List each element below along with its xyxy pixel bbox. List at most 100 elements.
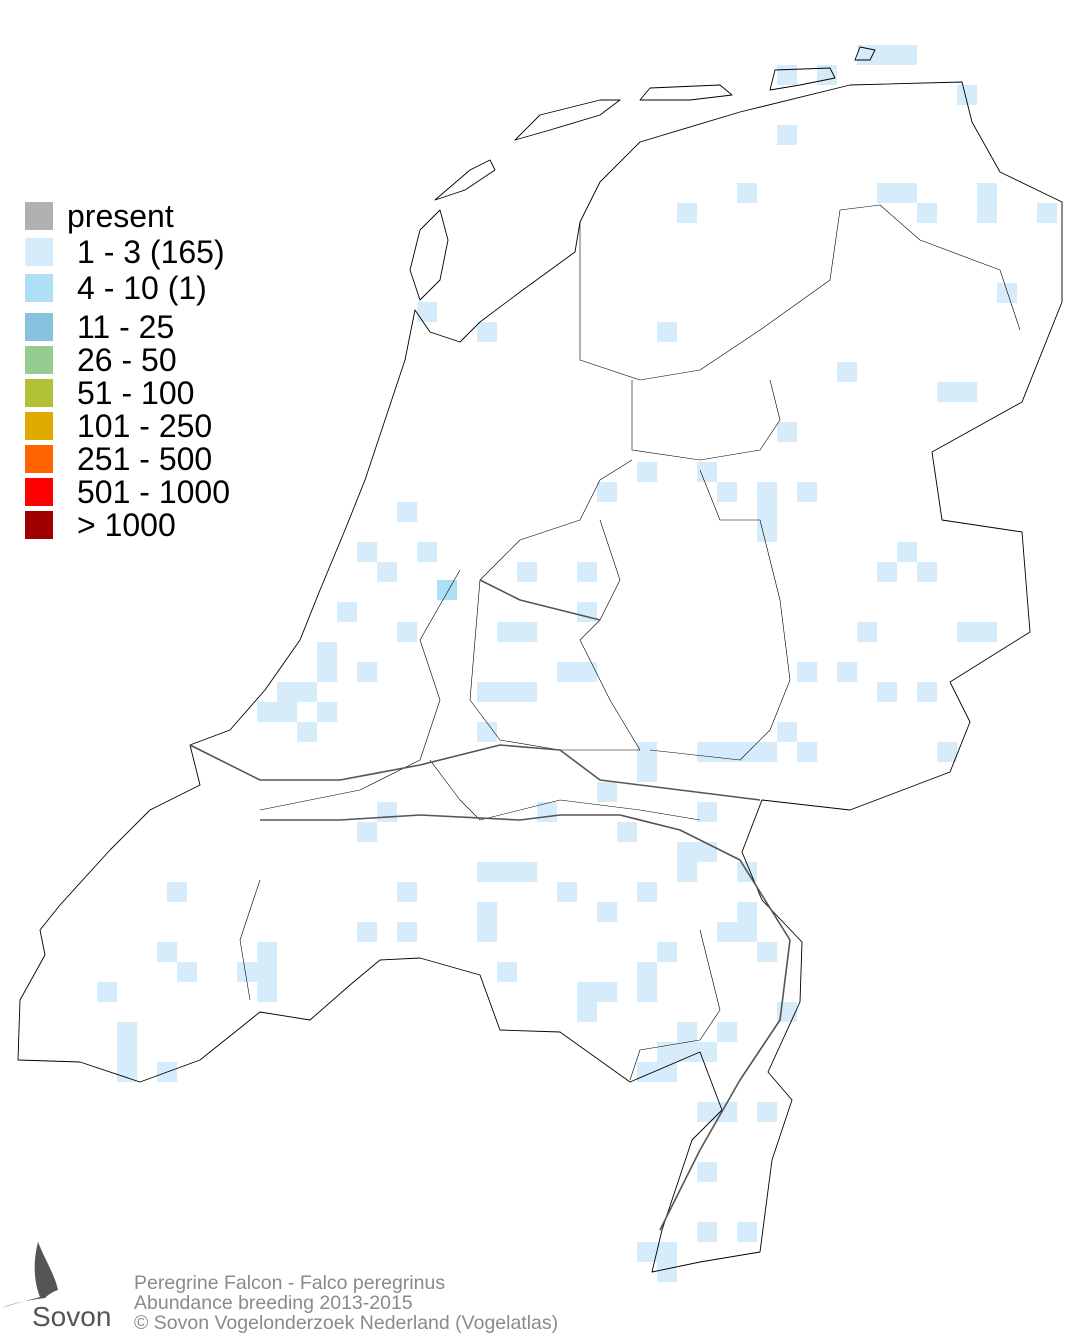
legend-swatch bbox=[25, 478, 53, 506]
grid-cell bbox=[857, 622, 877, 642]
grid-cell bbox=[237, 962, 257, 982]
grid-cell bbox=[677, 1022, 697, 1042]
grid-cell bbox=[517, 562, 537, 582]
legend-label: 11 - 25 bbox=[77, 309, 175, 345]
grid-cell bbox=[257, 982, 277, 1002]
grid-cell bbox=[257, 962, 277, 982]
island-schiermonnikoog bbox=[769, 67, 836, 91]
grid-cell bbox=[777, 65, 797, 85]
grid-cell bbox=[617, 822, 637, 842]
grid-cell bbox=[677, 1042, 697, 1062]
grid-cell bbox=[157, 942, 177, 962]
grid-cell bbox=[637, 962, 657, 982]
grid-cell bbox=[757, 1102, 777, 1122]
legend-label: 51 - 100 bbox=[77, 375, 195, 411]
province-borders bbox=[239, 204, 1021, 1081]
grid-cell bbox=[717, 482, 737, 502]
grid-cell bbox=[677, 842, 697, 862]
grid-cell bbox=[717, 742, 737, 762]
grid-cell bbox=[777, 125, 797, 145]
grid-cell bbox=[637, 982, 657, 1002]
sovon-logo: Sovon bbox=[2, 1242, 111, 1332]
island-rottumeroog bbox=[854, 46, 876, 61]
island-terschelling bbox=[514, 99, 621, 141]
legend-label: 501 - 1000 bbox=[77, 474, 231, 510]
map-caption: Peregrine Falcon - Falco peregrinus Abun… bbox=[134, 1273, 558, 1333]
grid-cell bbox=[657, 1242, 677, 1262]
legend-swatch bbox=[25, 202, 53, 230]
grid-cell bbox=[357, 822, 377, 842]
rivers bbox=[189, 579, 791, 1231]
grid-cell bbox=[877, 183, 897, 203]
grid-cell bbox=[477, 862, 497, 882]
grid-cell bbox=[697, 1102, 717, 1122]
grid-cell bbox=[757, 522, 777, 542]
legend-swatch bbox=[25, 313, 53, 341]
grid-cell bbox=[357, 922, 377, 942]
grid-cell bbox=[657, 1042, 677, 1062]
grid-cell bbox=[297, 722, 317, 742]
grid-cell bbox=[577, 662, 597, 682]
grid-cell bbox=[717, 1022, 737, 1042]
grid-cell bbox=[257, 942, 277, 962]
grid-cell bbox=[117, 1022, 137, 1042]
grid-cell bbox=[557, 662, 577, 682]
copyright: © Sovon Vogelonderzoek Nederland (Vogela… bbox=[134, 1312, 559, 1334]
grid-cell bbox=[497, 622, 517, 642]
grid-cell bbox=[917, 682, 937, 702]
grid-cell bbox=[997, 283, 1017, 303]
grid-cell bbox=[397, 882, 417, 902]
legend-label: > 1000 bbox=[77, 507, 176, 543]
grid-cell bbox=[417, 302, 437, 322]
grid-cell bbox=[357, 542, 377, 562]
grid-cell bbox=[657, 942, 677, 962]
grid-cell bbox=[117, 1062, 137, 1082]
grid-cell bbox=[637, 742, 657, 762]
grid-cell bbox=[957, 85, 977, 105]
grid-cell bbox=[837, 362, 857, 382]
grid-cell bbox=[917, 562, 937, 582]
grid-cell bbox=[317, 702, 337, 722]
legend-swatch bbox=[25, 511, 53, 539]
legend-swatch bbox=[25, 412, 53, 440]
grid-cell bbox=[97, 982, 117, 1002]
mainland-outline bbox=[17, 81, 1063, 1273]
grid-cell bbox=[477, 682, 497, 702]
legend-swatch bbox=[25, 238, 53, 266]
grid-cell bbox=[477, 902, 497, 922]
logo-text: Sovon bbox=[32, 1301, 111, 1332]
grid-cell bbox=[737, 742, 757, 762]
map-subtitle: Abundance breeding 2013-2015 bbox=[134, 1292, 413, 1314]
grid-cell bbox=[797, 742, 817, 762]
grid-cell bbox=[597, 982, 617, 1002]
legend-label: 4 - 10 (1) bbox=[77, 270, 207, 306]
legend-label: 251 - 500 bbox=[77, 441, 213, 477]
grid-cell bbox=[677, 862, 697, 882]
grid-cell bbox=[777, 422, 797, 442]
grid-cell bbox=[397, 922, 417, 942]
grid-cell bbox=[477, 722, 497, 742]
grid-cell bbox=[167, 882, 187, 902]
grid-cell bbox=[657, 322, 677, 342]
grid-cell bbox=[697, 802, 717, 822]
grid-cell bbox=[817, 65, 837, 85]
grid-cell bbox=[657, 1262, 677, 1282]
grid-cell bbox=[737, 1222, 757, 1242]
grid-cell bbox=[697, 462, 717, 482]
grid-cell bbox=[677, 203, 697, 223]
grid-cell bbox=[797, 662, 817, 682]
grid-cell bbox=[1037, 203, 1057, 223]
grid-cell bbox=[577, 982, 597, 1002]
grid-cell bbox=[637, 462, 657, 482]
grid-cell bbox=[877, 562, 897, 582]
grid-cell bbox=[897, 542, 917, 562]
grid-cell bbox=[597, 902, 617, 922]
grid-cell bbox=[377, 802, 397, 822]
grid-cell bbox=[317, 642, 337, 662]
grid-cell bbox=[477, 322, 497, 342]
grid-cell bbox=[437, 580, 457, 600]
grid-cell bbox=[657, 1062, 677, 1082]
species-name: Peregrine Falcon - Falco peregrinus bbox=[134, 1272, 446, 1294]
grid-cell bbox=[797, 482, 817, 502]
